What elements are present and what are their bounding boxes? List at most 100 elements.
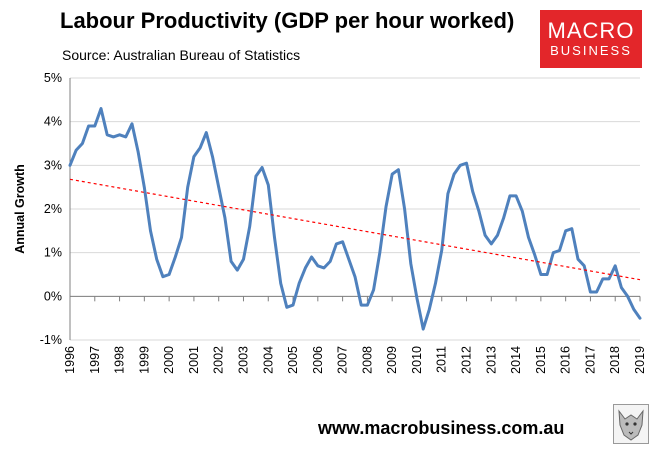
x-tick-label: 2006 (311, 346, 325, 374)
data-point (118, 133, 121, 136)
data-point (310, 255, 313, 259)
data-point (242, 258, 245, 261)
data-point (409, 262, 412, 265)
data-point (353, 275, 357, 278)
data-point (477, 209, 481, 213)
data-point (496, 234, 499, 237)
data-point (490, 242, 493, 246)
data-point (564, 229, 567, 233)
series-layer (68, 107, 642, 331)
x-tick-labels: 1996 1997 1998 1999 2000 2001 2002 2003 2004 2005… (63, 346, 647, 374)
data-point (545, 273, 549, 276)
data-point (359, 303, 363, 307)
data-point (223, 216, 227, 219)
x-tick-label: 2011 (435, 346, 449, 373)
data-point (465, 161, 468, 165)
data-point (570, 227, 574, 230)
data-point (174, 255, 177, 259)
wolf-logo-icon (613, 404, 649, 444)
data-point (254, 175, 258, 178)
y-tick-label: 5% (44, 71, 62, 85)
data-point (93, 124, 96, 128)
data-point (397, 168, 400, 171)
data-point (508, 194, 512, 198)
x-tick-label: 2012 (460, 346, 474, 374)
data-point (211, 155, 214, 158)
data-point (322, 266, 326, 270)
data-point (607, 277, 611, 281)
y-axis-title: Annual Growth (13, 164, 27, 254)
data-point (589, 290, 592, 294)
data-point (217, 185, 220, 189)
x-tick-label: 1996 (63, 346, 77, 374)
website-url[interactable]: www.macrobusiness.com.au (318, 418, 565, 438)
data-point (298, 282, 301, 285)
data-point (186, 185, 189, 189)
data-point (267, 183, 270, 187)
data-point (105, 133, 109, 136)
data-point (279, 282, 282, 285)
data-point (81, 142, 84, 145)
logo-line-2: BUSINESS (550, 43, 632, 58)
data-point (521, 209, 524, 213)
y-tick-label: 2% (44, 202, 62, 216)
x-tick-label: 2002 (212, 346, 226, 374)
x-tick-label: 2016 (559, 346, 573, 374)
data-point (198, 146, 202, 150)
x-tick-label: 2015 (534, 346, 548, 374)
data-point (112, 135, 115, 139)
x-tick-label: 1997 (88, 346, 102, 374)
data-point (285, 306, 289, 309)
y-tick-label: 1% (44, 246, 62, 260)
data-point (291, 303, 295, 307)
data-point (483, 234, 487, 237)
x-tick-label: 2009 (385, 346, 399, 374)
data-point (446, 192, 450, 195)
data-point (136, 151, 140, 154)
data-point (558, 249, 561, 252)
data-point (205, 131, 208, 134)
data-point (68, 164, 72, 167)
data-point (366, 303, 369, 307)
data-point (539, 273, 543, 276)
data-point (601, 277, 605, 281)
x-tick-label: 2018 (608, 346, 622, 374)
data-point (421, 327, 425, 331)
data-point (434, 282, 437, 285)
data-point (583, 264, 586, 267)
data-point (316, 264, 320, 267)
data-point (620, 286, 623, 289)
data-point (459, 164, 462, 167)
y-tick-label: 0% (44, 289, 62, 303)
y-tick-label: 3% (44, 158, 62, 172)
data-point (440, 249, 443, 252)
data-point (471, 190, 474, 193)
data-point (595, 290, 598, 294)
axes (69, 78, 641, 340)
data-point (248, 225, 251, 228)
data-point (452, 172, 456, 176)
data-point (347, 258, 351, 261)
trend-line (69, 178, 641, 281)
x-tick-label: 2019 (633, 346, 647, 374)
data-point (229, 260, 233, 263)
data-point (192, 155, 196, 158)
x-tick-label: 2004 (261, 346, 275, 374)
data-point (378, 251, 381, 254)
data-point (576, 258, 580, 261)
x-tick-label: 2014 (509, 346, 523, 374)
y-tick-label: -1% (40, 333, 62, 347)
chart-source: Source: Australian Bureau of Statistics (62, 47, 301, 63)
x-tick-label: 1998 (113, 346, 127, 374)
x-tick-label: 2008 (360, 346, 374, 374)
data-point (180, 236, 183, 239)
x-tick-label: 2003 (236, 346, 250, 374)
data-point (87, 124, 90, 128)
data-point (161, 275, 165, 278)
data-point (533, 253, 536, 257)
data-point (372, 288, 375, 291)
data-point (552, 251, 555, 254)
data-point (384, 205, 388, 209)
data-point (502, 216, 505, 219)
